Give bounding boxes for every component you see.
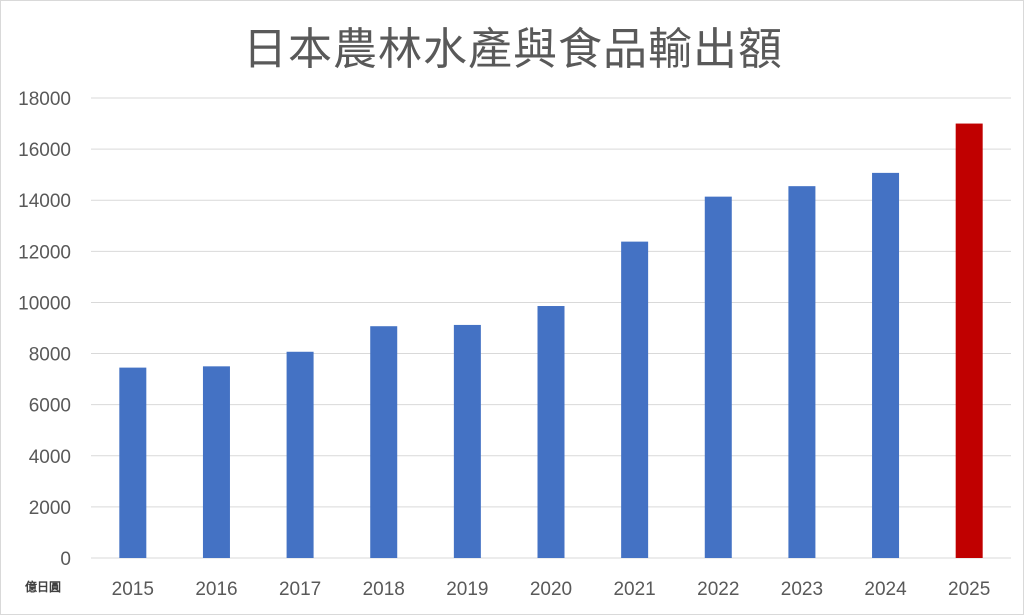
y-tick-label: 0 xyxy=(60,549,71,570)
bar-2023 xyxy=(788,186,816,558)
x-tick-label: 2023 xyxy=(781,579,823,600)
y-tick-label: 18000 xyxy=(18,89,71,110)
y-tick-label: 10000 xyxy=(18,293,71,314)
x-tick-label: 2017 xyxy=(279,579,321,600)
bar-2020 xyxy=(537,306,565,558)
y-tick-label: 6000 xyxy=(29,396,71,417)
y-tick-label: 12000 xyxy=(18,242,71,263)
y-tick-label: 2000 xyxy=(29,498,71,519)
y-tick-label: 8000 xyxy=(29,345,71,366)
bar-2019 xyxy=(453,324,481,558)
x-tick-label: 2015 xyxy=(112,579,154,600)
x-tick-label: 2019 xyxy=(446,579,488,600)
x-tick-label: 2021 xyxy=(613,579,655,600)
y-axis-tick-labels: 0 2000 4000 6000 8000 10000 12000 14000 16000 180… xyxy=(18,89,71,570)
x-tick-label: 2020 xyxy=(530,579,572,600)
bar-2022 xyxy=(704,196,732,558)
y-tick-label: 14000 xyxy=(18,191,71,212)
bars xyxy=(119,123,983,559)
x-tick-label: 2018 xyxy=(363,579,405,600)
bar-2015 xyxy=(119,367,147,558)
x-axis-tick-labels: 2015 2016 2017 2018 2019 2020 2021 2022 2023 2024… xyxy=(112,579,991,600)
bar-2017 xyxy=(286,351,314,558)
bar-2016 xyxy=(202,366,230,558)
x-tick-label: 2024 xyxy=(864,579,907,600)
x-tick-label: 2016 xyxy=(195,579,237,600)
bar-2024 xyxy=(872,172,900,558)
y-tick-label: 4000 xyxy=(29,447,71,468)
x-tick-label: 2022 xyxy=(697,579,739,600)
chart-title: 日本農林水產與食品輸出額 xyxy=(243,24,783,75)
y-tick-label: 16000 xyxy=(18,140,71,161)
x-tick-label: 2025 xyxy=(948,579,990,600)
bar-2025 xyxy=(955,123,983,559)
bar-2018 xyxy=(370,326,398,558)
bar-2021 xyxy=(621,241,649,558)
y-axis-unit-label: 億日圓 xyxy=(25,580,62,594)
